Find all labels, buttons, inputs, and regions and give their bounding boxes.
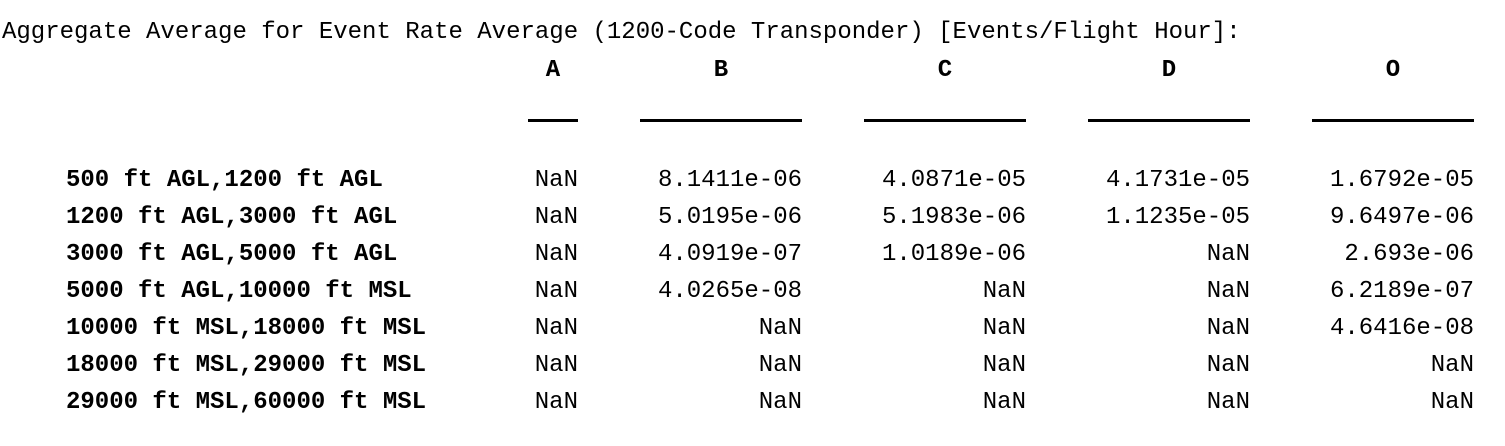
- table-cell: NaN: [982, 352, 1026, 379]
- table-cell: NaN: [534, 389, 578, 416]
- table-cell: NaN: [1430, 389, 1474, 416]
- table-title: Aggregate Average for Event Rate Average…: [2, 19, 1241, 46]
- column-header-a: A: [545, 57, 561, 84]
- table-cell: NaN: [1206, 315, 1250, 342]
- table-cell: NaN: [534, 315, 578, 342]
- table-cell: NaN: [1206, 278, 1250, 305]
- row-label: 1200 ft AGL,3000 ft AGL: [66, 204, 398, 231]
- table-cell: NaN: [534, 167, 578, 194]
- row-label: 18000 ft MSL,29000 ft MSL: [66, 352, 427, 379]
- table-cell: NaN: [534, 241, 578, 268]
- table-cell: 4.1731e-05: [1105, 167, 1250, 194]
- table-cell: 8.1411e-06: [657, 167, 802, 194]
- table-cell: NaN: [1206, 389, 1250, 416]
- table-cell: 2.693e-06: [1344, 241, 1474, 268]
- row-label: 10000 ft MSL,18000 ft MSL: [66, 315, 427, 342]
- table-cell: 1.6792e-05: [1329, 167, 1474, 194]
- table-cell: NaN: [534, 278, 578, 305]
- table-cell: NaN: [758, 389, 802, 416]
- table-cell: 5.0195e-06: [657, 204, 802, 231]
- row-label: 29000 ft MSL,60000 ft MSL: [66, 389, 427, 416]
- table-cell: 9.6497e-06: [1329, 204, 1474, 231]
- table-cell: NaN: [758, 315, 802, 342]
- column-underline-c: [864, 119, 1026, 122]
- table-cell: 1.0189e-06: [881, 241, 1026, 268]
- table-cell: NaN: [982, 315, 1026, 342]
- table-cell: NaN: [1206, 241, 1250, 268]
- table-cell: 1.1235e-05: [1105, 204, 1250, 231]
- table-cell: 5.1983e-06: [881, 204, 1026, 231]
- table-cell: 4.6416e-08: [1329, 315, 1474, 342]
- column-header-o: O: [1385, 57, 1401, 84]
- row-label: 5000 ft AGL,10000 ft MSL: [66, 278, 412, 305]
- row-label: 500 ft AGL,1200 ft AGL: [66, 167, 383, 194]
- column-underline-a: [528, 119, 578, 122]
- column-underline-o: [1312, 119, 1474, 122]
- table-cell: 4.0265e-08: [657, 278, 802, 305]
- table-cell: 6.2189e-07: [1329, 278, 1474, 305]
- table-cell: NaN: [982, 278, 1026, 305]
- table-cell: 4.0871e-05: [881, 167, 1026, 194]
- column-underline-b: [640, 119, 802, 122]
- table-cell: NaN: [1430, 352, 1474, 379]
- column-underline-d: [1088, 119, 1250, 122]
- table-cell: NaN: [534, 352, 578, 379]
- row-label: 3000 ft AGL,5000 ft AGL: [66, 241, 398, 268]
- table-cell: NaN: [534, 204, 578, 231]
- table-cell: NaN: [982, 389, 1026, 416]
- table-cell: NaN: [1206, 352, 1250, 379]
- column-header-b: B: [713, 57, 729, 84]
- table-cell: NaN: [758, 352, 802, 379]
- column-header-d: D: [1161, 57, 1177, 84]
- column-header-c: C: [937, 57, 953, 84]
- table-cell: 4.0919e-07: [657, 241, 802, 268]
